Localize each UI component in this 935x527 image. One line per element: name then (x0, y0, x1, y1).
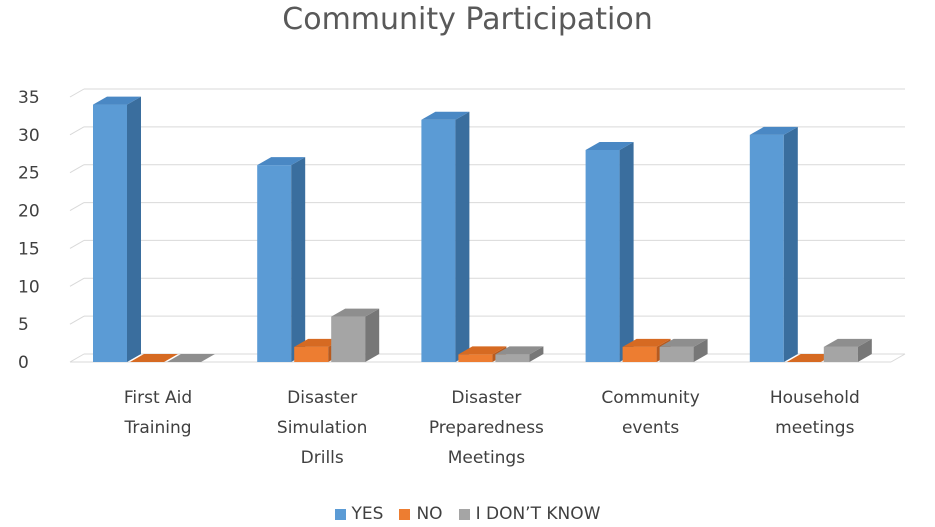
y-tick-label: 25 (18, 164, 40, 184)
bar-side (127, 96, 141, 363)
bar-side (619, 142, 634, 362)
bar-no-5 (786, 354, 835, 362)
bar-front (659, 346, 694, 362)
labels-layer: 0 5 10 15 20 25 30 35 First Aid Training Disaster S… (18, 88, 860, 468)
bar-top (130, 354, 178, 362)
bar-yes-3 (421, 111, 470, 362)
y-tick-label: 20 (18, 202, 40, 222)
bar-top (823, 338, 872, 347)
bar-no-1 (130, 354, 178, 362)
bar-i-don-t-know-2 (331, 308, 380, 362)
bar-i-don-t-know-4 (659, 338, 708, 362)
x-tick-label: Disaster (287, 388, 357, 408)
legend-item: I DON’T KNOW (458, 504, 601, 524)
bar-front (823, 346, 858, 362)
x-tick-label: Community (601, 388, 699, 408)
legend-label: YES (351, 504, 384, 524)
bar-front (257, 165, 292, 362)
bar-front (622, 346, 657, 362)
x-tick-label: Household (770, 388, 860, 408)
legend-swatch (458, 508, 470, 520)
x-tick-label: Meetings (448, 448, 526, 468)
bar-i-don-t-know-1 (167, 354, 215, 362)
gridline-diag (69, 164, 85, 174)
bar-top (749, 126, 798, 135)
bar-front (93, 104, 127, 363)
legend-item: NO (399, 504, 443, 524)
bar-yes-5 (749, 126, 798, 362)
bar-side (529, 346, 544, 362)
bar-yes-4 (585, 142, 634, 362)
bar-top (495, 346, 544, 355)
bar-front (749, 134, 784, 362)
bar-top (659, 338, 708, 347)
y-tick-label: 10 (18, 277, 40, 297)
gridline-diag (69, 353, 85, 363)
gridline-diag (69, 239, 85, 249)
bars-layer (93, 96, 872, 363)
legend-label: NO (416, 504, 443, 524)
bar-front (458, 354, 493, 362)
bar-yes-2 (257, 157, 306, 362)
bar-side (693, 338, 708, 362)
bar-yes-1 (93, 96, 141, 363)
bar-top (458, 346, 507, 355)
x-tick-label: events (622, 418, 679, 438)
bar-top (421, 111, 470, 120)
floor-edge-diag (890, 353, 906, 363)
x-tick-label: Drills (301, 448, 344, 468)
bar-side (455, 111, 470, 362)
legend: YES NO I DON’T KNOW (0, 504, 935, 525)
x-tick-label: Disaster (451, 388, 521, 408)
bar-side (783, 126, 798, 362)
bar-front (585, 150, 620, 362)
bar-front (495, 354, 530, 362)
legend-swatch (399, 508, 411, 520)
y-tick-label: 15 (18, 239, 40, 259)
x-tick-label: Simulation (277, 418, 368, 438)
bar-top (786, 354, 835, 362)
x-tick-label: meetings (775, 418, 854, 438)
x-tick-label: Preparedness (429, 418, 544, 438)
legend-swatch (334, 508, 346, 520)
gridline-diag (69, 202, 85, 212)
bar-top (294, 338, 343, 347)
gridline-diag (69, 277, 85, 287)
bar-front (331, 316, 366, 362)
bar-top (167, 354, 215, 362)
chart-title: Community Participation (282, 2, 653, 37)
bar-i-don-t-know-3 (495, 346, 544, 362)
bar-top (93, 96, 141, 105)
x-tick-label: Training (123, 418, 191, 438)
bar-top (331, 308, 380, 317)
y-tick-label: 30 (18, 126, 40, 146)
bar-side (365, 308, 380, 362)
bar-front (421, 119, 456, 362)
legend-item: YES (334, 504, 384, 524)
gridline-diag (69, 315, 85, 325)
y-tick-label: 35 (18, 88, 40, 108)
bar-top (585, 142, 634, 150)
chart-plot: 0 5 10 15 20 25 30 35 First Aid Training Disaster S… (18, 88, 906, 468)
legend-label: I DON’T KNOW (475, 504, 601, 524)
bar-side (857, 338, 872, 362)
y-tick-label: 0 (18, 353, 29, 373)
bar-top (622, 338, 671, 347)
bar-side (291, 157, 306, 362)
gridline-diag (69, 88, 85, 98)
bar-top (257, 157, 306, 166)
bar-front (294, 346, 329, 362)
y-tick-label: 5 (18, 315, 29, 335)
bar-i-don-t-know-5 (823, 338, 872, 362)
gridline-diag (69, 126, 85, 136)
x-tick-label: First Aid (124, 388, 192, 408)
